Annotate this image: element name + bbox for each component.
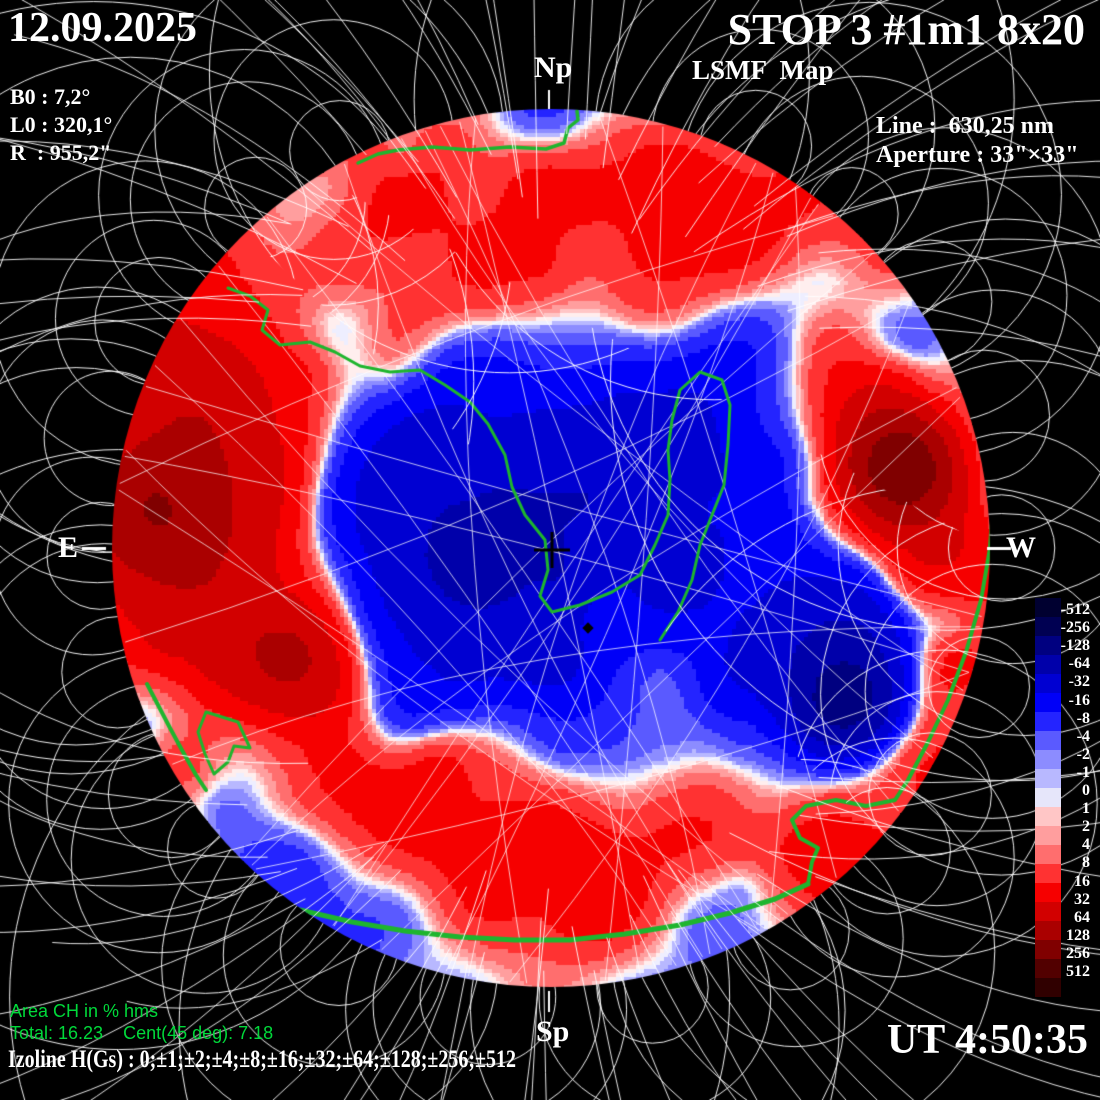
colorbar-step — [1035, 731, 1061, 750]
colorbar-step — [1035, 807, 1061, 826]
colorbar-label: 128 — [1066, 926, 1090, 944]
south-pole-label: Sp — [536, 1015, 570, 1048]
colorbar-step — [1035, 769, 1061, 788]
observation-date: 12.09.2025 — [8, 5, 197, 51]
izoline-levels: Izoline H(Gs) : 0;±1;±2;±4;±8;±16;±32;±6… — [8, 1046, 517, 1073]
colorbar-step — [1035, 978, 1061, 997]
colorbar-step — [1035, 959, 1061, 978]
colorbar-label: 512 — [1066, 963, 1090, 980]
colorbar-step — [1035, 940, 1061, 959]
colorbar-step — [1035, 883, 1061, 902]
area-ch-values: Total: 16.23 Cent(45 deg): 7.18 — [10, 1023, 274, 1043]
instrument-title: STOP 3 #1m1 8x20 — [727, 5, 1085, 54]
colorbar-step — [1035, 636, 1061, 655]
colorbar-label: -32 — [1068, 673, 1090, 691]
east-limb-label: E — [58, 531, 79, 564]
colorbar-step — [1035, 788, 1061, 807]
colorbar-label: 2 — [1082, 818, 1090, 836]
solar-radius: R : 955,2" — [10, 140, 112, 165]
colorbar-label: -4 — [1076, 727, 1090, 745]
colorbar-step — [1035, 693, 1061, 712]
colorbar-step — [1035, 750, 1061, 769]
l0-angle: L0 : 320,1° — [10, 112, 113, 137]
colorbar-step — [1035, 712, 1061, 731]
colorbar-label: 32 — [1074, 890, 1090, 908]
colorbar-label: 0 — [1082, 782, 1090, 799]
colorbar-label: 64 — [1074, 908, 1090, 926]
colorbar-label: -128 — [1060, 637, 1090, 655]
colorbar-label: 16 — [1074, 872, 1090, 890]
colorbar-label: 1 — [1082, 800, 1090, 818]
colorbar-label: -256 — [1060, 619, 1090, 637]
colorbar-step — [1035, 598, 1061, 617]
area-ch-label: Area CH in % hms — [10, 1001, 159, 1021]
colorbar-label: 256 — [1066, 944, 1090, 962]
colorbar-step — [1035, 921, 1061, 940]
spectral-line: Line : 630,25 nm — [876, 113, 1055, 139]
b0-angle: B0 : 7,2° — [10, 84, 91, 109]
colorbar-step — [1035, 617, 1061, 636]
north-pole-label: Np — [534, 51, 573, 84]
colorbar-step — [1035, 864, 1061, 883]
aperture-value: Aperture : 33"×33" — [876, 142, 1079, 168]
colorbar-label: -1 — [1076, 763, 1090, 781]
map-subtitle: LSMF Map — [692, 55, 834, 85]
west-limb-label: W — [1006, 531, 1036, 564]
colorbar-label: -64 — [1068, 655, 1090, 673]
colorbar-label: 4 — [1082, 836, 1090, 854]
colorbar-label: -512 — [1060, 601, 1090, 618]
colorbar-step — [1035, 674, 1061, 693]
colorbar-label: 8 — [1082, 854, 1090, 872]
colorbar-step — [1035, 902, 1061, 921]
colorbar-step — [1035, 826, 1061, 845]
universal-time: UT 4:50:35 — [886, 1017, 1088, 1063]
colorbar-step — [1035, 845, 1061, 864]
colorbar-label: -16 — [1068, 691, 1090, 709]
colorbar-label: -2 — [1076, 745, 1090, 763]
colorbar-label: -8 — [1076, 709, 1090, 727]
colorbar-step — [1035, 655, 1061, 674]
gauss-colorbar — [1035, 598, 1061, 997]
